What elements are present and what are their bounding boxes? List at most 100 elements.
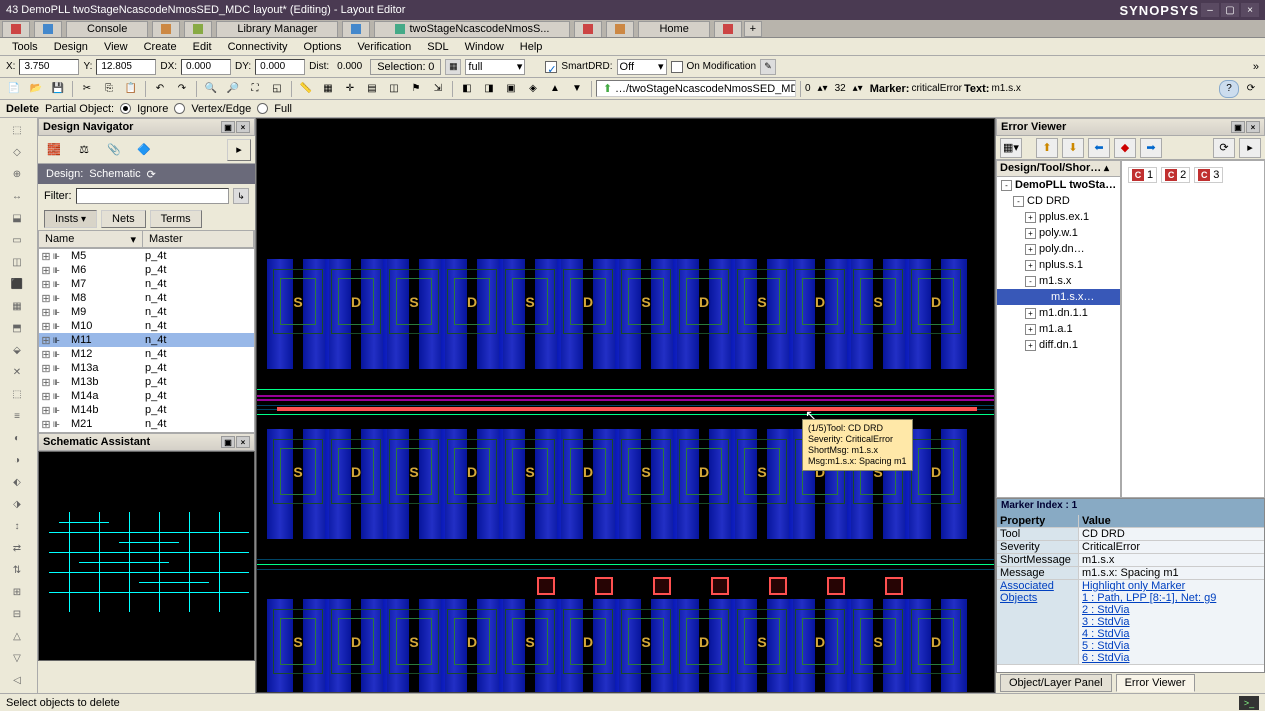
err-down-icon[interactable]: ⬇ bbox=[1062, 138, 1084, 158]
instance-row[interactable]: ⊞⊪M6p_4t bbox=[39, 263, 254, 277]
err-go-icon[interactable]: ▸ bbox=[1239, 138, 1261, 158]
refresh-design-icon[interactable]: ⟳ bbox=[147, 168, 156, 181]
instance-row[interactable]: ⊞⊪M9n_4t bbox=[39, 305, 254, 319]
tab-icon-8[interactable] bbox=[714, 21, 742, 37]
vtool-14[interactable]: ◐ bbox=[2, 428, 32, 448]
tree-item[interactable]: -DemoPLL twoSta… bbox=[997, 177, 1120, 193]
tab-layout[interactable]: twoStageNcascodeNmosS... bbox=[374, 21, 570, 37]
cut-icon[interactable]: ✂ bbox=[77, 80, 97, 98]
nav-tree-icon[interactable]: 🧱 bbox=[42, 139, 66, 161]
vtool-7[interactable]: ⬛ bbox=[2, 274, 32, 294]
marker-link[interactable]: 3 : StdVia bbox=[1082, 616, 1261, 628]
vtool-20[interactable]: ⇅ bbox=[2, 560, 32, 580]
device-D[interactable]: D bbox=[563, 269, 613, 334]
device-D[interactable]: D bbox=[679, 609, 729, 674]
instance-row[interactable]: ⊞⊪M5p_4t bbox=[39, 249, 254, 263]
vtool-10[interactable]: ⬙ bbox=[2, 340, 32, 360]
flag-icon[interactable]: ⚑ bbox=[406, 80, 426, 98]
instance-row[interactable]: ⊞⊪M8n_4t bbox=[39, 291, 254, 305]
filter-input[interactable] bbox=[76, 188, 230, 204]
device-D[interactable]: D bbox=[563, 439, 613, 504]
close-button[interactable]: × bbox=[1241, 3, 1259, 17]
menu-create[interactable]: Create bbox=[136, 39, 185, 55]
tree-item[interactable]: -m1.s.x bbox=[997, 273, 1120, 289]
zoom-fit-icon[interactable]: ⛶ bbox=[245, 80, 265, 98]
err-refresh-icon[interactable]: ⟳ bbox=[1213, 138, 1235, 158]
tab-home[interactable]: Home bbox=[638, 21, 709, 37]
device-S[interactable]: S bbox=[853, 269, 903, 334]
tab-terms[interactable]: Terms bbox=[150, 210, 202, 228]
nav-run-icon[interactable]: 🔷 bbox=[132, 139, 156, 161]
smartdrd-checkbox[interactable]: ✓ bbox=[545, 61, 557, 73]
vtool-4[interactable]: ⬓ bbox=[2, 208, 32, 228]
vtool-25[interactable]: ◁ bbox=[2, 670, 32, 690]
panel-dock-icon[interactable]: ▣ bbox=[221, 121, 235, 133]
device-S[interactable]: S bbox=[389, 439, 439, 504]
terminal-icon[interactable]: >_ bbox=[1239, 696, 1259, 710]
error-category-tab[interactable]: C1 bbox=[1128, 167, 1157, 183]
save-icon[interactable]: 💾 bbox=[48, 80, 68, 98]
err-close-icon[interactable]: × bbox=[1246, 121, 1260, 133]
smartdrd-dropdown[interactable]: Off▾ bbox=[617, 59, 667, 75]
menu-view[interactable]: View bbox=[96, 39, 136, 55]
tree-item[interactable]: +pplus.ex.1 bbox=[997, 209, 1120, 225]
device-D[interactable]: D bbox=[563, 609, 613, 674]
device-S[interactable]: S bbox=[505, 439, 555, 504]
err-dock-icon[interactable]: ▣ bbox=[1231, 121, 1245, 133]
menu-tools[interactable]: Tools bbox=[4, 39, 46, 55]
vtool-22[interactable]: ⊟ bbox=[2, 604, 32, 624]
vtool-8[interactable]: ▦ bbox=[2, 296, 32, 316]
err-prev-icon[interactable]: ⬅ bbox=[1088, 138, 1110, 158]
maximize-button[interactable]: ▢ bbox=[1221, 3, 1239, 17]
marker-link[interactable]: Highlight only Marker bbox=[1082, 580, 1261, 592]
vtool-5[interactable]: ▭ bbox=[2, 230, 32, 250]
onmod-checkbox[interactable] bbox=[671, 61, 683, 73]
device-D[interactable]: D bbox=[911, 269, 961, 334]
grid-icon[interactable]: ▦ bbox=[318, 80, 338, 98]
tool-icon-7[interactable]: ▲ bbox=[545, 80, 565, 98]
device-S[interactable]: S bbox=[737, 439, 787, 504]
device-D[interactable]: D bbox=[447, 439, 497, 504]
zoom-sel-icon[interactable]: ◱ bbox=[267, 80, 287, 98]
x-input[interactable] bbox=[19, 59, 79, 75]
tab-nets[interactable]: Nets bbox=[101, 210, 146, 228]
device-S[interactable]: S bbox=[273, 439, 323, 504]
stepper-2-icon[interactable]: ▴▾ bbox=[848, 80, 868, 98]
tab-add-button[interactable]: + bbox=[744, 21, 762, 37]
new-icon[interactable]: 📄 bbox=[4, 80, 24, 98]
device-S[interactable]: S bbox=[621, 439, 671, 504]
tool-icon-5[interactable]: ▣ bbox=[501, 80, 521, 98]
device-D[interactable]: D bbox=[795, 609, 845, 674]
vtool-0[interactable]: ⬚ bbox=[2, 120, 32, 140]
tool-icon-2[interactable]: ⇲ bbox=[428, 80, 448, 98]
device-D[interactable]: D bbox=[679, 439, 729, 504]
device-D[interactable]: D bbox=[795, 269, 845, 334]
tab-icon-3[interactable] bbox=[152, 21, 180, 37]
layer-icon[interactable]: ▤ bbox=[362, 80, 382, 98]
tab-library-manager[interactable]: Library Manager bbox=[216, 21, 338, 37]
marker-link[interactable]: 6 : StdVia bbox=[1082, 652, 1261, 664]
paste-icon[interactable]: 📋 bbox=[121, 80, 141, 98]
col-name[interactable]: Name ▾ bbox=[39, 231, 143, 247]
help-icon[interactable]: ? bbox=[1219, 80, 1239, 98]
instance-row[interactable]: ⊞⊪M7n_4t bbox=[39, 277, 254, 291]
device-D[interactable]: D bbox=[447, 609, 497, 674]
menu-design[interactable]: Design bbox=[46, 39, 96, 55]
tab-icon-5[interactable] bbox=[342, 21, 370, 37]
vtool-2[interactable]: ⊕ bbox=[2, 164, 32, 184]
layout-canvas[interactable]: SDSDSDSDSDSDSDSDSDSDSDSDSDSDSDSDSDSD↖(1/… bbox=[256, 118, 995, 693]
vtool-24[interactable]: ▽ bbox=[2, 648, 32, 668]
full-dropdown[interactable]: full▾ bbox=[465, 59, 525, 75]
zoom-out-icon[interactable]: 🔎 bbox=[223, 80, 243, 98]
wand-icon[interactable]: ✎ bbox=[760, 59, 776, 75]
tree-item[interactable]: +poly.w.1 bbox=[997, 225, 1120, 241]
vtool-3[interactable]: ↔ bbox=[2, 186, 32, 206]
instance-list[interactable]: ⊞⊪M5p_4t⊞⊪M6p_4t⊞⊪M7n_4t⊞⊪M8n_4t⊞⊪M9n_4t… bbox=[38, 248, 255, 433]
tool-icon-6[interactable]: ◈ bbox=[523, 80, 543, 98]
device-D[interactable]: D bbox=[331, 269, 381, 334]
schematic-canvas[interactable] bbox=[38, 451, 255, 661]
col-master[interactable]: Master bbox=[143, 231, 254, 247]
device-S[interactable]: S bbox=[505, 609, 555, 674]
tab-icon-1[interactable] bbox=[2, 21, 30, 37]
marker-link[interactable]: 2 : StdVia bbox=[1082, 604, 1261, 616]
